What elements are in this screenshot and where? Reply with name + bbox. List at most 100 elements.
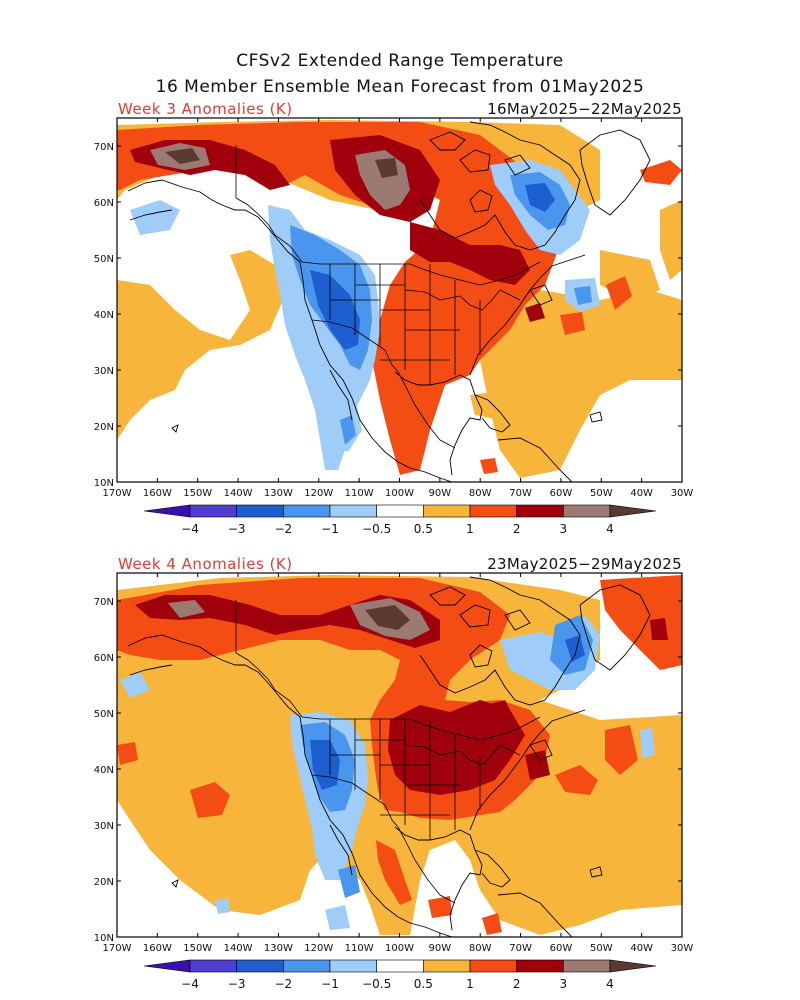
week3-lat-tick-label: 40N — [94, 310, 114, 321]
week3-lon-tick-label: 110W — [345, 488, 374, 499]
week3-colorbar-swatch — [516, 504, 564, 518]
week4-lat-tick-label: 70N — [94, 597, 114, 608]
week3-lon-tick-label: 70W — [509, 488, 532, 499]
week4-lon-tick-label: 100W — [385, 943, 414, 954]
week4-colorbar-label: 3 — [560, 977, 568, 991]
week4-lon-tick-label: 130W — [264, 943, 293, 954]
week4-lon-tick-label: 70W — [509, 943, 532, 954]
week4-axis-ticks: 170W 160W 150W 140W 130W 120W 110W 100W 90W 80W 70… — [94, 573, 694, 954]
week4-colorbar-label: 2 — [513, 977, 521, 991]
week4-lon-tick-label: 140W — [224, 943, 253, 954]
week3-colorbar: −4 −3 −2 −1 −0.5 0.5 1 2 3 4 — [143, 504, 657, 536]
week4-colorbar-swatch — [236, 959, 284, 973]
week3-colorbar-swatch — [563, 504, 611, 518]
week4-colorbar-label: 0.5 — [414, 977, 433, 991]
week3-dates: 16May2025−22May2025 — [487, 100, 682, 118]
week4-lon-tick-label: 80W — [469, 943, 492, 954]
week3-lon-tick-label: 30W — [671, 488, 694, 499]
week3-lat-tick-label: 10N — [94, 478, 114, 489]
week4-lat-tick-label: 10N — [94, 933, 114, 944]
week3-lon-tick-label: 90W — [429, 488, 452, 499]
week3-colorbar-swatch — [376, 504, 424, 518]
week4-colorbar-label: −2 — [274, 977, 292, 991]
week4-lon-tick-label: 160W — [143, 943, 172, 954]
week4-lat-tick-label: 60N — [94, 653, 114, 664]
week3-axis-ticks: 170W 160W 150W 140W 130W 120W 110W 100W 90W 80W 70… — [94, 118, 694, 499]
week4-lon-tick-label: 30W — [671, 943, 694, 954]
week3-colorbar-swatch — [423, 504, 471, 518]
week3-colorbar-swatch — [236, 504, 284, 518]
week3-lon-tick-label: 130W — [264, 488, 293, 499]
week4-lat-tick-label: 50N — [94, 709, 114, 720]
week3-colorbar-label: 2 — [513, 522, 521, 536]
week3-colorbar-swatch — [189, 504, 237, 518]
week3-lat-tick-label: 50N — [94, 254, 114, 265]
week3-lat-tick-label: 20N — [94, 422, 114, 433]
week3-colorbar-label: −0.5 — [362, 522, 391, 536]
week4-lon-tick-label: 120W — [304, 943, 333, 954]
week4-lon-tick-label: 50W — [590, 943, 613, 954]
week3-colorbar-label: 3 — [560, 522, 568, 536]
week4-colorbar-arrow-left — [143, 959, 191, 973]
week3-panel: Week 3 Anomalies (K) 16May2025−22May2025… — [94, 100, 694, 499]
week3-lat-tick-label: 60N — [94, 198, 114, 209]
week3-colorbar-label: −1 — [321, 522, 339, 536]
week4-colorbar-swatch — [329, 959, 377, 973]
week4-colorbar-label: −1 — [321, 977, 339, 991]
week4-colorbar: −4 −3 −2 −1 −0.5 0.5 1 2 3 4 — [143, 959, 657, 991]
week3-colorbar-label: −4 — [181, 522, 199, 536]
week3-colorbar-arrow-right — [609, 504, 657, 518]
week3-colorbar-label: 1 — [466, 522, 474, 536]
week4-lat-tick-label: 30N — [94, 821, 114, 832]
week4-panel: Week 4 Anomalies (K) 23May2025−29May2025… — [94, 555, 694, 954]
week3-label: Week 3 Anomalies (K) — [118, 100, 293, 118]
week4-lon-tick-label: 110W — [345, 943, 374, 954]
week4-lon-tick-label: 60W — [550, 943, 573, 954]
week4-lon-tick-label: 150W — [183, 943, 212, 954]
week3-lon-tick-label: 50W — [590, 488, 613, 499]
week3-colorbar-label: 4 — [606, 522, 614, 536]
week4-colorbar-swatch — [423, 959, 471, 973]
week3-colorbar-swatch — [283, 504, 331, 518]
week4-lon-tick-label: 170W — [103, 943, 132, 954]
week3-colorbar-swatch — [469, 504, 517, 518]
week4-colorbar-swatch — [376, 959, 424, 973]
figure-title-line2: 16 Member Ensemble Mean Forecast from 01… — [156, 77, 645, 97]
week4-label: Week 4 Anomalies (K) — [118, 555, 293, 573]
week3-lon-tick-label: 60W — [550, 488, 573, 499]
week4-colorbar-label: 1 — [466, 977, 474, 991]
week3-lon-tick-label: 80W — [469, 488, 492, 499]
week3-lat-tick-label: 70N — [94, 142, 114, 153]
figure-title-line1: CFSv2 Extended Range Temperature — [236, 51, 564, 71]
week3-colorbar-label: −2 — [274, 522, 292, 536]
week3-anomaly-map — [117, 118, 682, 482]
week3-lon-tick-label: 120W — [304, 488, 333, 499]
week3-lon-tick-label: 140W — [224, 488, 253, 499]
week3-colorbar-label: 0.5 — [414, 522, 433, 536]
week4-colorbar-swatch — [283, 959, 331, 973]
week3-lon-tick-label: 170W — [103, 488, 132, 499]
week3-colorbar-swatch — [329, 504, 377, 518]
week3-colorbar-arrow-left — [143, 504, 191, 518]
week3-lat-tick-label: 30N — [94, 366, 114, 377]
week4-lat-tick-label: 40N — [94, 765, 114, 776]
week4-colorbar-swatch — [516, 959, 564, 973]
week4-lat-tick-label: 20N — [94, 877, 114, 888]
week4-lon-tick-label: 40W — [630, 943, 653, 954]
week4-colorbar-swatch — [189, 959, 237, 973]
week4-anomaly-map — [117, 573, 682, 937]
week4-colorbar-label: −3 — [228, 977, 246, 991]
week3-lon-tick-label: 160W — [143, 488, 172, 499]
week4-colorbar-arrow-right — [609, 959, 657, 973]
week4-lon-tick-label: 90W — [429, 943, 452, 954]
week3-colorbar-label: −3 — [228, 522, 246, 536]
week4-colorbar-swatch — [469, 959, 517, 973]
week3-lon-tick-label: 40W — [630, 488, 653, 499]
week4-colorbar-swatch — [563, 959, 611, 973]
week3-lon-tick-label: 100W — [385, 488, 414, 499]
week4-colorbar-label: −0.5 — [362, 977, 391, 991]
week3-lon-tick-label: 150W — [183, 488, 212, 499]
week4-colorbar-label: 4 — [606, 977, 614, 991]
week4-colorbar-label: −4 — [181, 977, 199, 991]
